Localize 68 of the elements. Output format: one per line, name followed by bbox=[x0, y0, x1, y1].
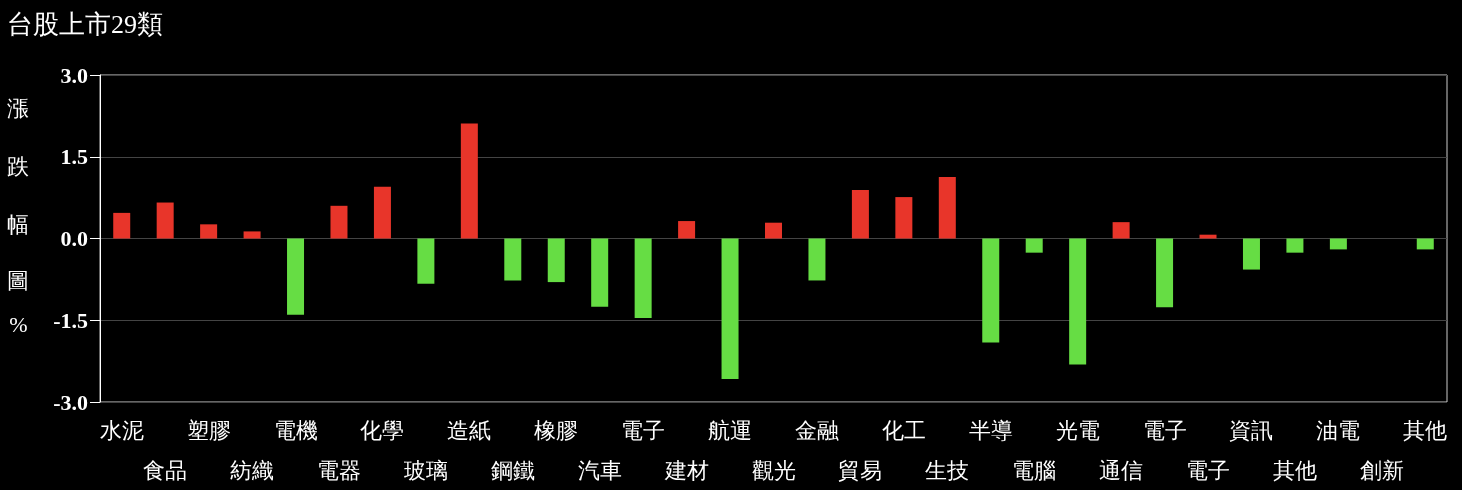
bar bbox=[1242, 238, 1260, 270]
bar bbox=[1156, 238, 1174, 308]
bar bbox=[547, 238, 565, 283]
bar bbox=[851, 190, 869, 239]
x-tick-label: 航運 bbox=[708, 417, 753, 443]
x-tick-label: 資訊 bbox=[1229, 417, 1274, 443]
x-tick-label: 電機 bbox=[273, 417, 318, 443]
bar bbox=[1025, 238, 1043, 253]
x-tick-label: 水泥 bbox=[99, 417, 144, 443]
bar bbox=[765, 222, 782, 239]
y-tick-label: 3.0 bbox=[60, 62, 88, 88]
bar bbox=[156, 202, 174, 239]
x-tick-label: 建材 bbox=[663, 457, 709, 483]
x-tick-label: 通信 bbox=[1099, 457, 1144, 483]
x-tick-label: 鋼鐵 bbox=[490, 457, 535, 483]
chart-title: 台股上市29類 bbox=[7, 9, 163, 39]
bar bbox=[1329, 238, 1347, 250]
bar bbox=[895, 197, 913, 239]
bar bbox=[460, 123, 478, 239]
bar bbox=[1286, 238, 1304, 253]
bar bbox=[287, 238, 305, 315]
bar bbox=[243, 231, 261, 239]
bar bbox=[417, 238, 435, 284]
x-tick-label: 電腦 bbox=[1012, 457, 1057, 483]
x-tick-label: 創新 bbox=[1359, 457, 1404, 483]
x-tick-label: 化工 bbox=[881, 417, 926, 443]
x-tick-label: 造紙 bbox=[447, 417, 492, 443]
x-tick-label: 油電 bbox=[1316, 417, 1361, 443]
bar bbox=[808, 238, 826, 281]
x-tick-label: 生技 bbox=[925, 457, 970, 483]
bar bbox=[200, 224, 218, 239]
bar bbox=[504, 238, 522, 281]
bar bbox=[938, 176, 956, 239]
x-tick-label: 電子 bbox=[1142, 417, 1187, 443]
bar bbox=[113, 212, 131, 239]
bar bbox=[1112, 222, 1130, 239]
x-tick-label: 其他 bbox=[1272, 457, 1317, 483]
x-tick-label: 紡織 bbox=[230, 457, 275, 483]
x-tick-label: 貿易 bbox=[838, 457, 883, 483]
x-tick-label: 電器 bbox=[316, 457, 361, 483]
bar bbox=[1069, 238, 1087, 365]
bar bbox=[1416, 238, 1434, 250]
x-tick-label: 電子 bbox=[1186, 457, 1231, 483]
x-tick-label: 橡膠 bbox=[534, 417, 579, 443]
x-tick-label: 化學 bbox=[360, 417, 405, 443]
bar bbox=[634, 238, 652, 319]
y-tick-label: 1.5 bbox=[60, 144, 88, 170]
x-tick-label: 玻璃 bbox=[403, 457, 448, 483]
x-tick-label: 汽車 bbox=[577, 457, 622, 483]
bar bbox=[982, 238, 1000, 343]
x-tick-label: 半導 bbox=[968, 417, 1013, 443]
y-tick-label: -3.0 bbox=[53, 389, 88, 415]
bar bbox=[678, 221, 696, 239]
bar bbox=[591, 238, 609, 307]
y-tick-label: 0.0 bbox=[60, 226, 88, 251]
x-tick-label: 金融 bbox=[794, 417, 839, 443]
bar bbox=[373, 186, 391, 239]
y-axis-title: 漲跌幅圖% bbox=[6, 80, 31, 395]
bar bbox=[330, 205, 348, 239]
y-tick-label: -1.5 bbox=[53, 307, 88, 333]
x-tick-label: 電子 bbox=[621, 417, 666, 443]
x-tick-label: 食品 bbox=[143, 457, 188, 483]
bar bbox=[1199, 234, 1217, 239]
x-tick-label: 光電 bbox=[1055, 417, 1100, 443]
bar bbox=[721, 238, 739, 380]
x-tick-label: 其他 bbox=[1403, 417, 1448, 443]
x-tick-label: 塑膠 bbox=[186, 417, 231, 443]
x-tick-label: 觀光 bbox=[751, 457, 796, 483]
